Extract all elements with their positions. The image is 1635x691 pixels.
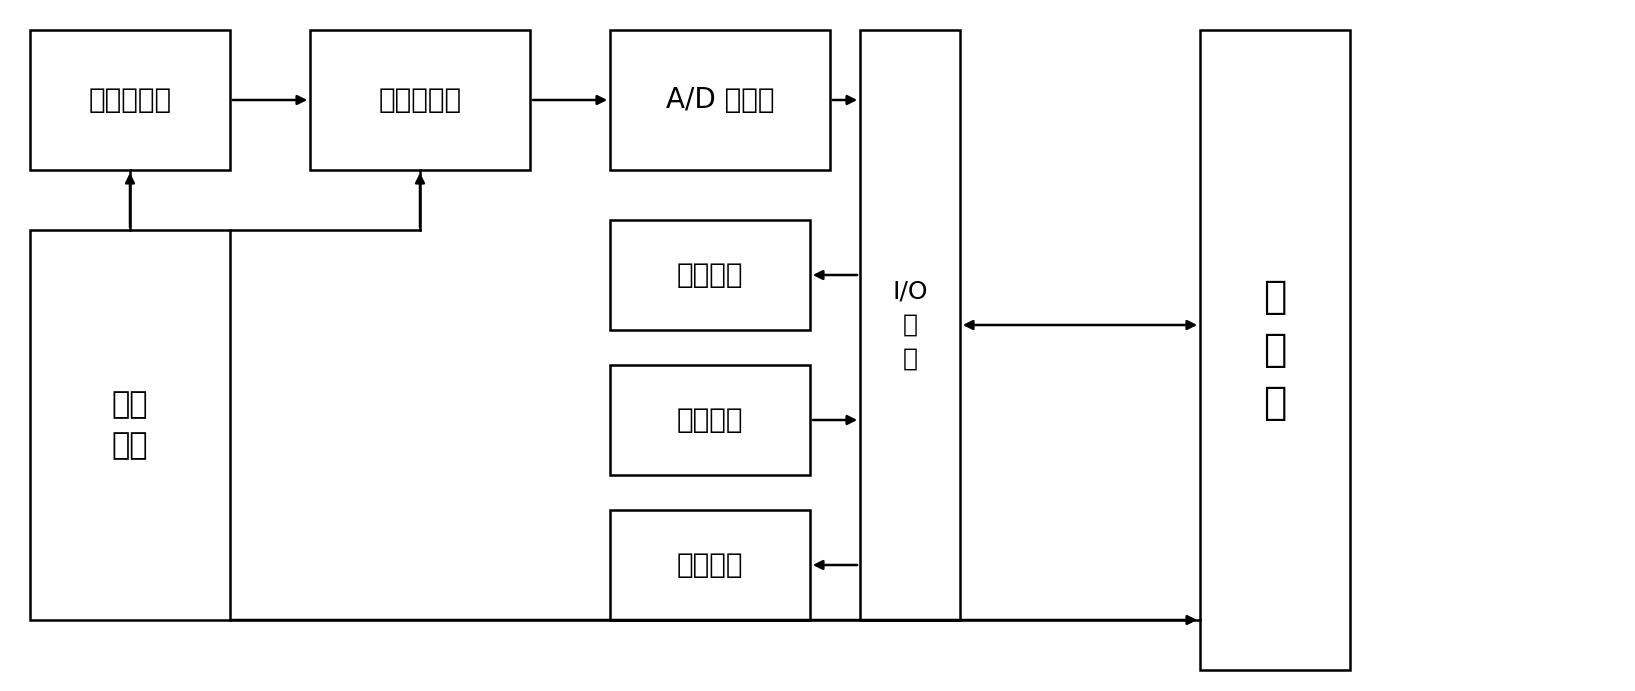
Bar [29, 230, 231, 620]
Bar [860, 30, 960, 620]
Bar [1200, 30, 1351, 670]
Bar [311, 30, 530, 170]
Text: I/O
接
口: I/O 接 口 [893, 279, 927, 370]
Text: 电源
模块: 电源 模块 [111, 390, 149, 460]
Text: 键盘输入: 键盘输入 [677, 406, 744, 434]
Text: 压力传感器: 压力传感器 [88, 86, 172, 114]
Bar [610, 30, 831, 170]
Text: 单
片
机: 单 片 机 [1264, 278, 1287, 422]
Bar [610, 365, 809, 475]
Bar [610, 220, 809, 330]
Bar [610, 510, 809, 620]
Text: A/D 转换器: A/D 转换器 [665, 86, 775, 114]
Text: 数据存储: 数据存储 [677, 551, 744, 579]
Bar [29, 30, 231, 170]
Text: 运算放大器: 运算放大器 [378, 86, 461, 114]
Text: 液晶显示: 液晶显示 [677, 261, 744, 289]
